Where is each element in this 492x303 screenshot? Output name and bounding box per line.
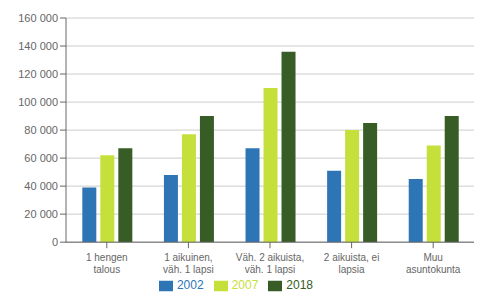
html-text:2002: 2002: [176, 278, 204, 293]
svg-text:120 000: 120 000: [18, 68, 58, 80]
svg-text:1 hengentalous: 1 hengentalous: [86, 252, 128, 275]
html-text:2007: 2007: [231, 278, 259, 293]
svg-text:60 000: 60 000: [24, 152, 58, 164]
svg-text:Muuasuntokunta: Muuasuntokunta: [406, 252, 461, 275]
svg-text:Väh. 2 aikuista,väh. 1 lapsi: Väh. 2 aikuista,väh. 1 lapsi: [236, 252, 304, 275]
svg-text:20 000: 20 000: [24, 208, 58, 220]
svg-text:160 000: 160 000: [18, 12, 58, 24]
svg-text:140 000: 140 000: [18, 40, 58, 52]
svg-text:40 000: 40 000: [24, 180, 58, 192]
svg-text:100 000: 100 000: [18, 96, 58, 108]
svg-text:2 aikuista, eilapsia: 2 aikuista, eilapsia: [324, 252, 380, 275]
svg-text:1 aikuinen,väh. 1 lapsi: 1 aikuinen,väh. 1 lapsi: [163, 252, 214, 275]
svg-text:80 000: 80 000: [24, 124, 58, 136]
html-text:2018: 2018: [286, 278, 313, 293]
svg-text:0: 0: [52, 236, 58, 248]
